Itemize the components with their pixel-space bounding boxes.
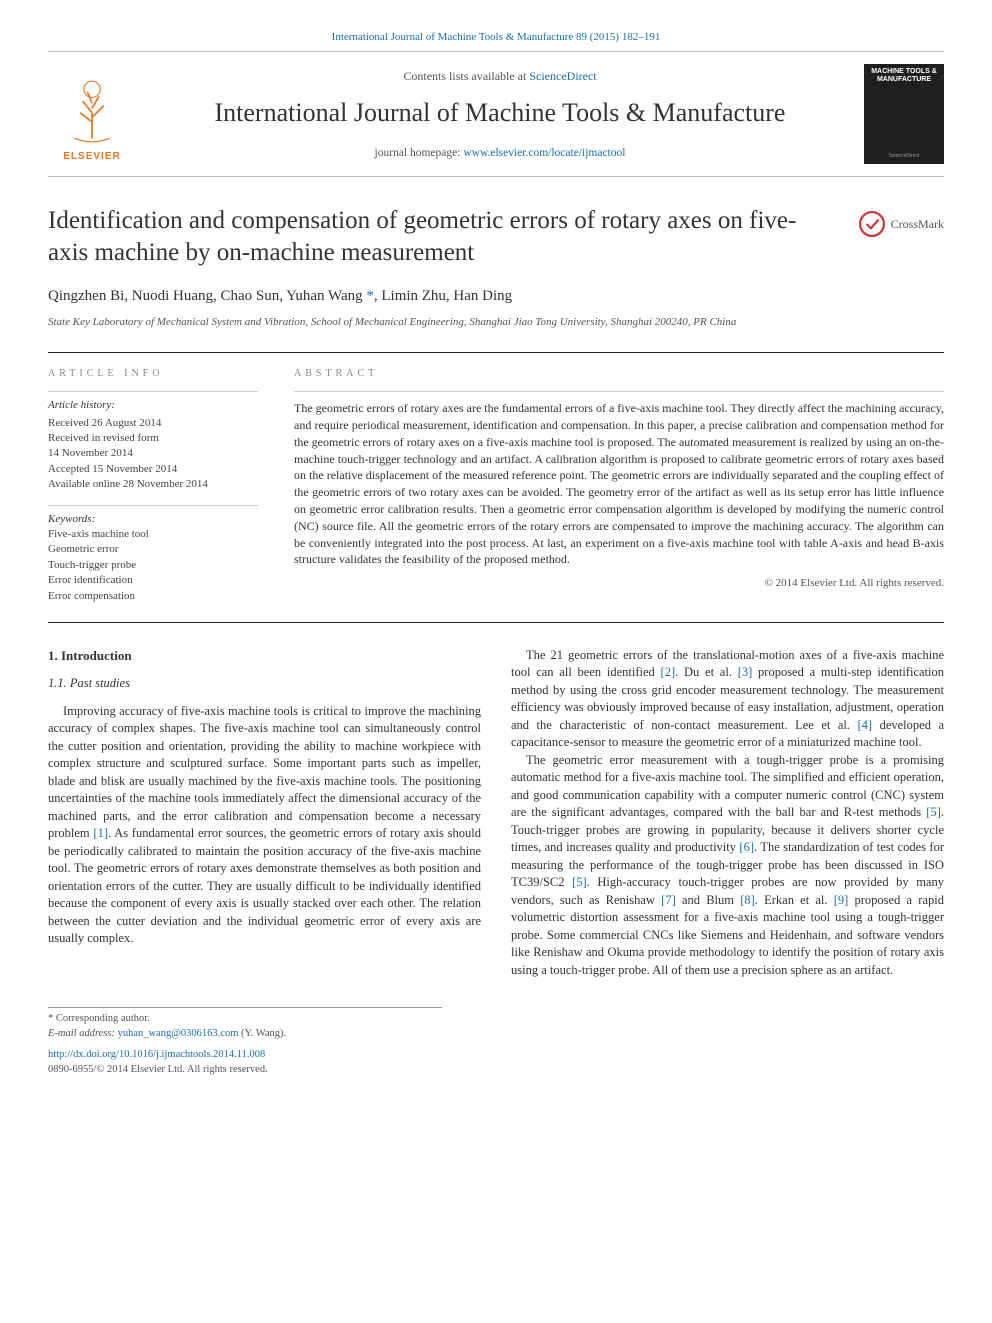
info-abstract-row: article info Article history: Received 2…	[48, 352, 944, 604]
affiliation: State Key Laboratory of Mechanical Syste…	[48, 315, 944, 330]
intro-heading: 1. Introduction	[48, 647, 481, 665]
elsevier-tree-icon	[57, 80, 127, 150]
running-header: International Journal of Machine Tools &…	[48, 30, 944, 45]
history-line: Received in revised form	[48, 431, 258, 446]
authors-part2: , Limin Zhu, Han Ding	[374, 288, 512, 304]
past-studies-heading: 1.1. Past studies	[48, 675, 481, 693]
doi-line: http://dx.doi.org/10.1016/j.ijmachtools.…	[48, 1048, 944, 1063]
masthead: ELSEVIER Contents lists available at Sci…	[48, 51, 944, 177]
doi-link[interactable]: http://dx.doi.org/10.1016/j.ijmachtools.…	[48, 1049, 265, 1060]
cite-link[interactable]: [2]	[661, 665, 676, 679]
cite-link[interactable]: [7]	[661, 893, 676, 907]
publisher-logo-label: ELSEVIER	[63, 150, 120, 164]
sciencedirect-link[interactable]: ScienceDirect	[529, 69, 596, 83]
authors-line: Qingzhen Bi, Nuodi Huang, Chao Sun, Yuha…	[48, 286, 944, 307]
article-info-label: article info	[48, 367, 258, 381]
homepage-line: journal homepage: www.elsevier.com/locat…	[154, 145, 846, 161]
crossmark-badge[interactable]: CrossMark	[859, 211, 944, 237]
body-columns: 1. Introduction 1.1. Past studies Improv…	[48, 647, 944, 980]
cite-link[interactable]: [3]	[738, 665, 753, 679]
text-run: The geometric error measurement with a t…	[511, 753, 944, 820]
text-run: . Du et al.	[675, 665, 738, 679]
email-link[interactable]: yuhan_wang@0306163.com	[118, 1028, 239, 1039]
abstract-text: The geometric errors of rotary axes are …	[294, 391, 944, 568]
cover-title: MACHINE TOOLS & MANUFACTURE	[868, 68, 940, 83]
abstract-label: abstract	[294, 367, 944, 381]
email-label: E-mail address:	[48, 1028, 118, 1039]
email-line: E-mail address: yuhan_wang@0306163.com (…	[48, 1027, 442, 1042]
publisher-logo: ELSEVIER	[48, 64, 136, 164]
journal-name: International Journal of Machine Tools &…	[154, 95, 846, 131]
running-header-link[interactable]: International Journal of Machine Tools &…	[332, 31, 661, 43]
text-run: and Blum	[676, 893, 740, 907]
text-run: Improving accuracy of five-axis machine …	[48, 704, 481, 841]
keyword: Error identification	[48, 573, 258, 588]
history-heading: Article history:	[48, 391, 258, 413]
body-paragraph: Improving accuracy of five-axis machine …	[48, 703, 481, 948]
contents-line: Contents lists available at ScienceDirec…	[154, 68, 846, 85]
cover-footer: ScienceDirect	[868, 153, 940, 160]
crossmark-icon	[859, 211, 885, 237]
homepage-prefix: journal homepage:	[375, 147, 464, 159]
history-line: Accepted 15 November 2014	[48, 462, 258, 477]
cite-link[interactable]: [9]	[834, 893, 849, 907]
cite-link[interactable]: [8]	[740, 893, 755, 907]
contents-prefix: Contents lists available at	[403, 69, 529, 83]
journal-cover-thumb: MACHINE TOOLS & MANUFACTURE ScienceDirec…	[864, 64, 944, 164]
keyword: Touch-trigger probe	[48, 558, 258, 573]
history-line: Received 26 August 2014	[48, 416, 258, 431]
article-title: Identification and compensation of geome…	[48, 205, 835, 268]
cite-link[interactable]: [4]	[858, 718, 873, 732]
crossmark-label: CrossMark	[891, 216, 944, 233]
authors-part1: Qingzhen Bi, Nuodi Huang, Chao Sun, Yuha…	[48, 288, 363, 304]
cite-link[interactable]: [1]	[93, 826, 108, 840]
corresponding-marker[interactable]: *	[363, 288, 374, 304]
keyword: Error compensation	[48, 589, 258, 604]
homepage-link[interactable]: www.elsevier.com/locate/ijmactool	[463, 147, 625, 159]
body-paragraph: The 21 geometric errors of the translati…	[511, 647, 944, 752]
history-line: Available online 28 November 2014	[48, 477, 258, 492]
cite-link[interactable]: [5]	[926, 805, 941, 819]
issn-line: 0890-6955/© 2014 Elsevier Ltd. All right…	[48, 1063, 944, 1078]
cite-link[interactable]: [6]	[739, 840, 754, 854]
history-line: 14 November 2014	[48, 446, 258, 461]
title-row: Identification and compensation of geome…	[48, 205, 944, 268]
section-rule	[48, 622, 944, 623]
masthead-center: Contents lists available at ScienceDirec…	[154, 68, 846, 161]
email-paren: (Y. Wang).	[238, 1028, 286, 1039]
body-paragraph: The geometric error measurement with a t…	[511, 752, 944, 980]
cite-link[interactable]: [5]	[572, 875, 587, 889]
text-run: . As fundamental error sources, the geom…	[48, 826, 481, 945]
keyword: Geometric error	[48, 542, 258, 557]
abstract-copyright: © 2014 Elsevier Ltd. All rights reserved…	[294, 576, 944, 591]
article-info-column: article info Article history: Received 2…	[48, 367, 258, 604]
text-run: . Erkan et al.	[755, 893, 834, 907]
keyword: Five-axis machine tool	[48, 527, 258, 542]
corresponding-author-note: * Corresponding author.	[48, 1012, 442, 1027]
keywords-heading: Keywords:	[48, 505, 258, 527]
abstract-column: abstract The geometric errors of rotary …	[294, 367, 944, 604]
footnotes: * Corresponding author. E-mail address: …	[48, 1007, 442, 1041]
